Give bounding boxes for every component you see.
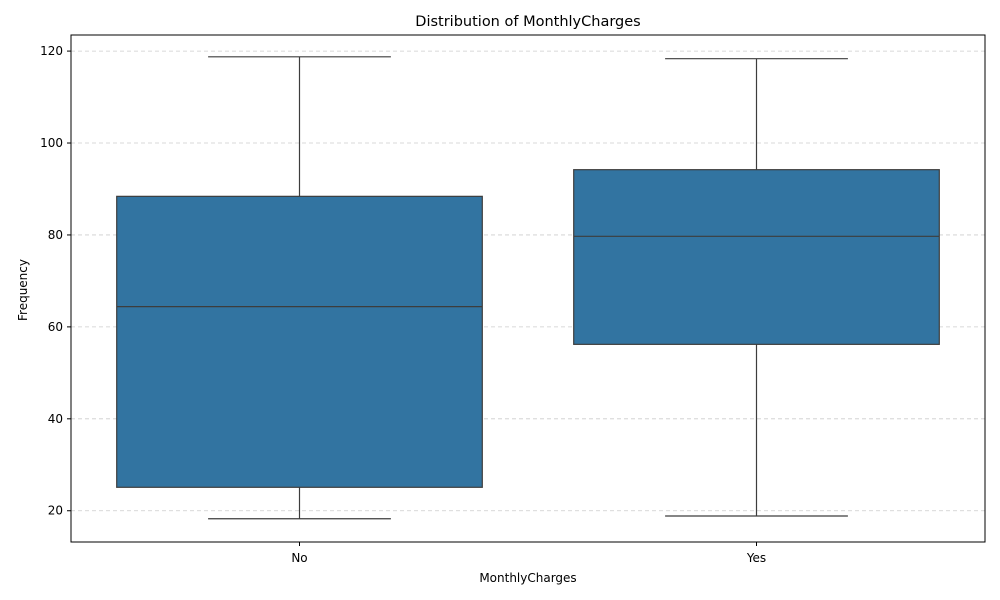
y-tick-label: 20 — [48, 504, 63, 518]
grid-layer — [71, 50, 985, 512]
iqr-box — [573, 169, 940, 345]
iqr-box — [116, 195, 483, 488]
box-yes — [573, 58, 940, 517]
x-axis-ticks: No Yes — [291, 542, 766, 565]
y-axis-ticks: 20 40 60 80 100 120 — [40, 44, 71, 518]
y-axis-label: Frequency — [16, 259, 30, 321]
y-tick-label: 80 — [48, 228, 63, 242]
plot-frame — [70, 34, 986, 543]
box-no — [116, 56, 483, 520]
y-tick-label: 120 — [40, 44, 63, 58]
y-tick-label: 60 — [48, 320, 63, 334]
chart-title: Distribution of MonthlyCharges — [415, 14, 640, 30]
box-layer — [116, 56, 940, 520]
x-tick-label: Yes — [746, 551, 766, 565]
x-axis-label: MonthlyCharges — [479, 571, 576, 585]
y-tick-label: 40 — [48, 412, 63, 426]
x-tick-label: No — [291, 551, 307, 565]
y-tick-label: 100 — [40, 136, 63, 150]
